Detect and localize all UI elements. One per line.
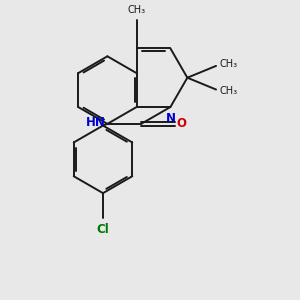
- Text: CH₃: CH₃: [128, 5, 146, 15]
- Text: HN: HN: [86, 116, 106, 129]
- Text: O: O: [176, 117, 186, 130]
- Text: N: N: [165, 112, 176, 125]
- Text: CH₃: CH₃: [219, 59, 237, 69]
- Text: CH₃: CH₃: [219, 86, 237, 96]
- Text: Cl: Cl: [97, 223, 110, 236]
